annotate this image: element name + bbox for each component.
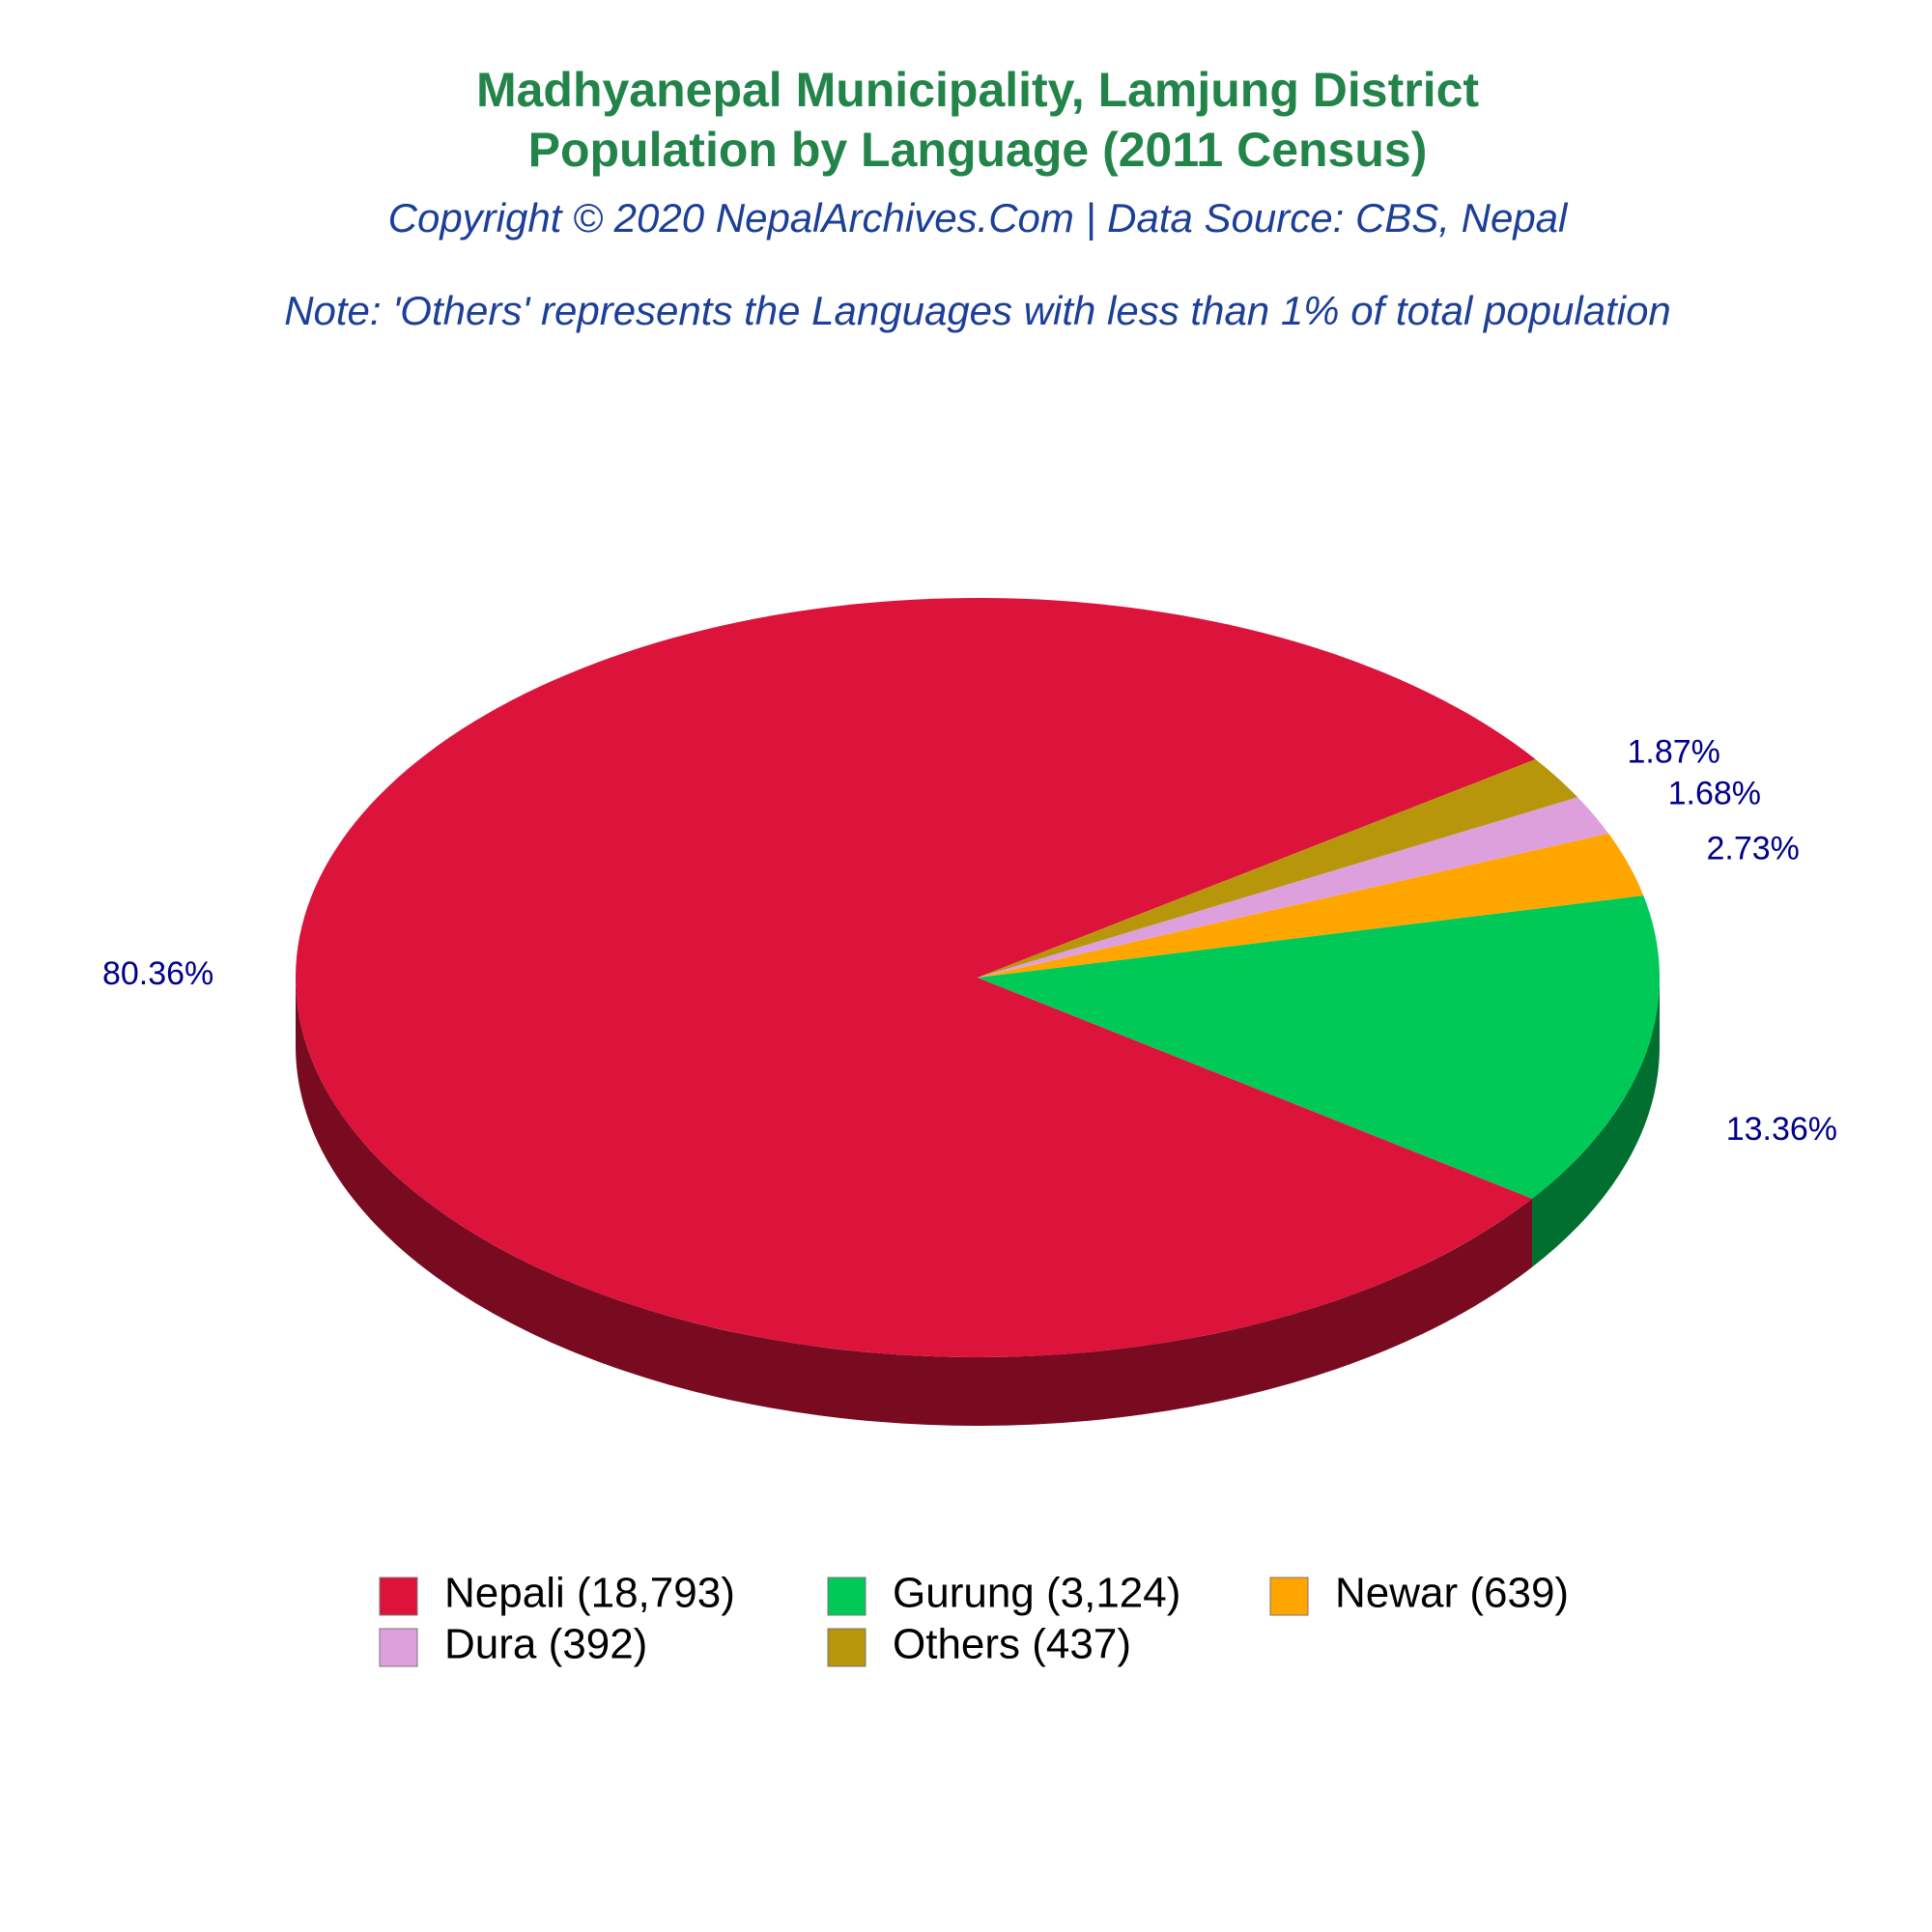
chart-title: Madhyanepal Municipality, Lamjung Distri… [476,63,1479,117]
legend-swatch [379,1628,418,1667]
pie-side [296,978,1533,1426]
legend-label: Others (437) [893,1621,1131,1668]
pie-slice [978,833,1644,978]
pie-slice [978,895,1660,1199]
legend-swatch [827,1628,867,1667]
legend-swatch [827,1577,867,1616]
data-label: 1.68% [1668,776,1761,812]
legend-label: Newar (639) [1335,1570,1569,1617]
data-label: 1.87% [1628,733,1720,770]
legend-label: Dura (392) [444,1621,647,1668]
pie-slice [295,598,1536,1357]
subtitle: Copyright © 2020 NepalArchives.Com | Dat… [388,195,1569,242]
legend-label: Gurung (3,124) [893,1570,1180,1617]
data-label: 13.36% [1726,1111,1837,1148]
data-label: 2.73% [1707,830,1800,867]
pie-side [1532,978,1660,1267]
pie-slice [978,797,1609,978]
note: Note: 'Others' represents the Languages … [284,288,1671,333]
chart-title: Population by Language (2011 Census) [528,123,1428,177]
pie-slice [978,759,1578,978]
data-label: 80.36% [102,955,213,992]
legend-swatch [1269,1577,1309,1616]
legend-swatch [379,1577,418,1616]
legend-label: Nepali (18,793) [444,1570,735,1617]
